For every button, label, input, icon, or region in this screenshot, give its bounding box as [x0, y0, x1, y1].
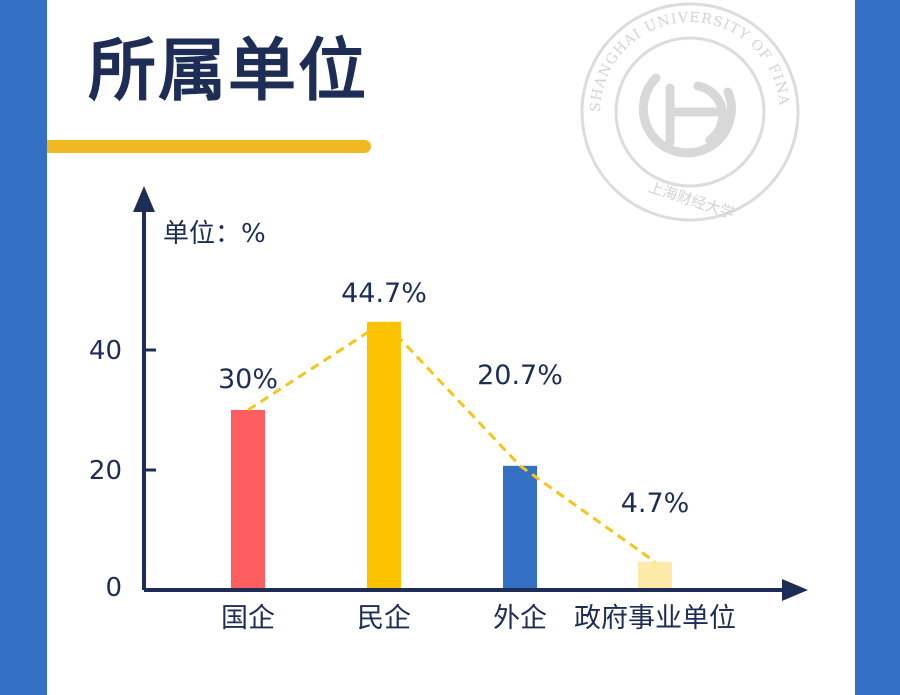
x-axis-arrow-icon — [782, 579, 808, 601]
y-axis-unit-label: 单位：% — [163, 219, 266, 249]
trend-line — [247, 319, 656, 564]
title-underline — [47, 140, 371, 153]
bar-外企 — [503, 465, 537, 588]
bar-民企 — [367, 321, 401, 588]
y-tick-label: 0 — [105, 573, 122, 603]
bar-国企 — [231, 410, 265, 588]
y-tick-label: 40 — [89, 336, 122, 366]
x-category-label: 政府事业单位 — [574, 603, 736, 634]
x-category-label: 国企 — [221, 603, 275, 634]
y-tick-label: 20 — [89, 456, 122, 486]
data-label: 30% — [218, 364, 278, 395]
university-seal-logo: SHANGHAI UNIVERSITY OF FINANCE AND ECONO… — [578, 0, 800, 223]
page-title: 所属单位 — [88, 32, 369, 111]
data-label: 44.7% — [341, 278, 427, 309]
bar-政府事业单位 — [638, 561, 672, 588]
x-category-label: 民企 — [357, 603, 411, 634]
data-label: 20.7% — [477, 360, 563, 391]
data-label: 4.7% — [621, 488, 690, 519]
x-category-label: 外企 — [493, 603, 547, 634]
y-axis-arrow-icon — [133, 186, 155, 212]
